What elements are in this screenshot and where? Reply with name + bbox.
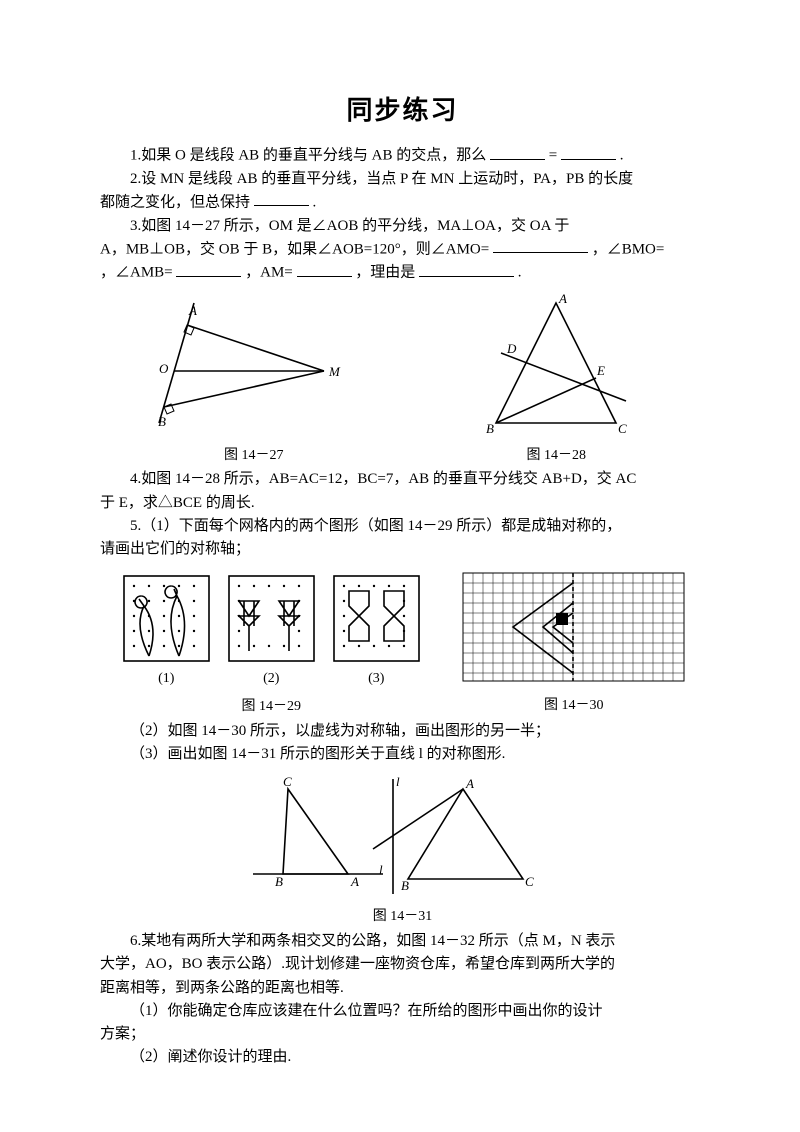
question-6-p2: （2）阐述你设计的理由. xyxy=(100,1046,705,1069)
fig27-label-M: M xyxy=(328,364,341,379)
fig28-label-E: E xyxy=(596,363,605,378)
q3-blank-reason[interactable] xyxy=(419,261,514,276)
q3-l3-mid2: ，理由是 xyxy=(355,265,415,281)
figure-row-31: C B A l l A B C 图 14－31 xyxy=(100,774,705,928)
fig31-label-A2: A xyxy=(465,776,474,791)
q3-l3-pre: ，∠AMB= xyxy=(100,265,173,281)
q6-l2: 大学，AO，BO 表示公路）.现计划修建一座物资仓库，希望仓库到两所大学的 xyxy=(100,956,615,972)
question-5-line2: 请画出它们的对称轴； xyxy=(100,538,705,561)
question-4-line2: 于 E，求△BCE 的周长. xyxy=(100,492,705,515)
figure-row-29-30: (1) xyxy=(100,571,705,717)
q4-l2: 于 E，求△BCE 的周长. xyxy=(100,495,255,511)
q4-l1: 4.如图 14－28 所示，AB=AC=12，BC=7，AB 的垂直平分线交 A… xyxy=(130,471,636,487)
question-1: 1.如果 O 是线段 AB 的垂直平分线与 AB 的交点，那么 = . xyxy=(100,144,705,168)
q6-l3: 距离相等，到两条公路的距离也相等. xyxy=(100,980,344,996)
q5-l1: 5.（1）下面每个网格内的两个图形（如图 14－29 所示）都是成轴对称的， xyxy=(130,518,621,534)
figure-14-29: (1) xyxy=(119,571,424,717)
q3-l2-mid: ，∠BMO= xyxy=(592,241,665,257)
question-6-p1b: 方案； xyxy=(100,1023,705,1046)
question-3-line3: ，∠AMB= ，AM= ，理由是 . xyxy=(100,261,705,285)
fig29-2-label: (2) xyxy=(224,668,319,690)
q2-text-1: 2.设 MN 是线段 AB 的垂直平分线，当点 P 在 MN 上运动时，PA，P… xyxy=(130,171,633,187)
q5-l2: 请画出它们的对称轴； xyxy=(100,541,250,557)
fig29-3-label: (3) xyxy=(329,668,424,690)
fig31-label-A: A xyxy=(350,874,359,889)
q3-l1: 3.如图 14－27 所示，OM 是∠AOB 的平分线，MA⊥OA，交 OA 于 xyxy=(130,218,569,234)
question-2-line2: 都随之变化，但总保持 . xyxy=(100,191,705,215)
question-5-line1: 5.（1）下面每个网格内的两个图形（如图 14－29 所示）都是成轴对称的， xyxy=(100,515,705,538)
question-6-line3: 距离相等，到两条公路的距离也相等. xyxy=(100,977,705,1000)
fig29-caption: 图 14－29 xyxy=(119,696,424,718)
q3-l3-mid: ，AM= xyxy=(245,265,293,281)
q6-p1: （1）你能确定仓库应该建在什么位置吗？在所给的图形中画出你的设计 xyxy=(130,1003,603,1019)
fig31-label-C: C xyxy=(283,774,292,789)
q2-text-2: 都随之变化，但总保持 xyxy=(100,194,250,210)
fig27-label-A: A xyxy=(188,303,197,318)
fig29-3: (3) xyxy=(329,571,424,690)
q1-blank-1[interactable] xyxy=(490,144,545,159)
fig31-label-l-top: l xyxy=(396,774,400,789)
q2-text-3: . xyxy=(313,194,317,210)
question-6-line1: 6.某地有两所大学和两条相交叉的公路，如图 14－32 所示（点 M，N 表示 xyxy=(100,930,705,953)
q1-eq: = xyxy=(549,148,557,164)
q3-l2-pre: A，MB⊥OB，交 OB 于 B，如果∠AOB=120°，则∠AMO= xyxy=(100,241,489,257)
fig28-label-D: D xyxy=(506,341,517,356)
q6-l1: 6.某地有两所大学和两条相交叉的公路，如图 14－32 所示（点 M，N 表示 xyxy=(130,933,615,949)
q3-l3-post: . xyxy=(518,265,522,281)
q6-p1b: 方案； xyxy=(100,1026,145,1042)
fig28-label-A: A xyxy=(558,293,567,306)
fig30-caption: 图 14－30 xyxy=(461,695,686,717)
figure-row-27-28: A O B M 图 14－27 A B C D E 图 14－28 xyxy=(100,293,705,467)
fig27-label-B: B xyxy=(158,414,166,429)
figure-14-31: C B A l l A B C 图 14－31 xyxy=(233,774,573,928)
question-4-line1: 4.如图 14－28 所示，AB=AC=12，BC=7，AB 的垂直平分线交 A… xyxy=(100,468,705,491)
fig27-label-O: O xyxy=(159,361,169,376)
figure-14-30: 图 14－30 xyxy=(461,571,686,717)
q6-p2: （2）阐述你设计的理由. xyxy=(130,1049,291,1065)
question-3-line1: 3.如图 14－27 所示，OM 是∠AOB 的平分线，MA⊥OA，交 OA 于 xyxy=(100,215,705,238)
q3-blank-am[interactable] xyxy=(297,261,352,276)
fig31-label-C2: C xyxy=(525,874,534,889)
question-6-p1: （1）你能确定仓库应该建在什么位置吗？在所给的图形中画出你的设计 xyxy=(100,1000,705,1023)
q2-blank[interactable] xyxy=(254,191,309,206)
question-6-line2: 大学，AO，BO 表示公路）.现计划修建一座物资仓库，希望仓库到两所大学的 xyxy=(100,953,705,976)
worksheet-page: 同步练习 1.如果 O 是线段 AB 的垂直平分线与 AB 的交点，那么 = .… xyxy=(0,0,800,1110)
q3-blank-amb[interactable] xyxy=(176,261,241,276)
fig28-label-B: B xyxy=(486,421,494,436)
fig27-caption: 图 14－27 xyxy=(154,445,354,467)
fig31-label-B2: B xyxy=(401,878,409,893)
fig31-caption: 图 14－31 xyxy=(233,906,573,928)
fig29-1: (1) xyxy=(119,571,214,690)
q1-text-post: . xyxy=(620,148,624,164)
fig28-label-C: C xyxy=(618,421,627,436)
question-5b: （2）如图 14－30 所示，以虚线为对称轴，画出图形的另一半； xyxy=(100,720,705,743)
fig28-svg: A B C D E xyxy=(461,293,651,443)
fig31-label-l-left: l xyxy=(379,862,383,877)
q1-text-pre: 1.如果 O 是线段 AB 的垂直平分线与 AB 的交点，那么 xyxy=(130,148,486,164)
question-2-line1: 2.设 MN 是线段 AB 的垂直平分线，当点 P 在 MN 上运动时，PA，P… xyxy=(100,168,705,191)
fig27-svg: A O B M xyxy=(154,293,354,443)
fig31-label-B: B xyxy=(275,874,283,889)
fig29-1-label: (1) xyxy=(119,668,214,690)
q5c-text: （3）画出如图 14－31 所示的图形关于直线 l 的对称图形. xyxy=(130,746,505,762)
question-3-line2: A，MB⊥OB，交 OB 于 B，如果∠AOB=120°，则∠AMO= ，∠BM… xyxy=(100,238,705,262)
q1-blank-2[interactable] xyxy=(561,144,616,159)
q5b-text: （2）如图 14－30 所示，以虚线为对称轴，画出图形的另一半； xyxy=(130,723,550,739)
figure-14-28: A B C D E 图 14－28 xyxy=(461,293,651,467)
figure-14-27: A O B M 图 14－27 xyxy=(154,293,354,467)
question-5c: （3）画出如图 14－31 所示的图形关于直线 l 的对称图形. xyxy=(100,743,705,766)
fig29-2: (2) xyxy=(224,571,319,690)
q3-blank-amo[interactable] xyxy=(493,238,588,253)
fig28-caption: 图 14－28 xyxy=(461,445,651,467)
page-title: 同步练习 xyxy=(100,90,705,130)
